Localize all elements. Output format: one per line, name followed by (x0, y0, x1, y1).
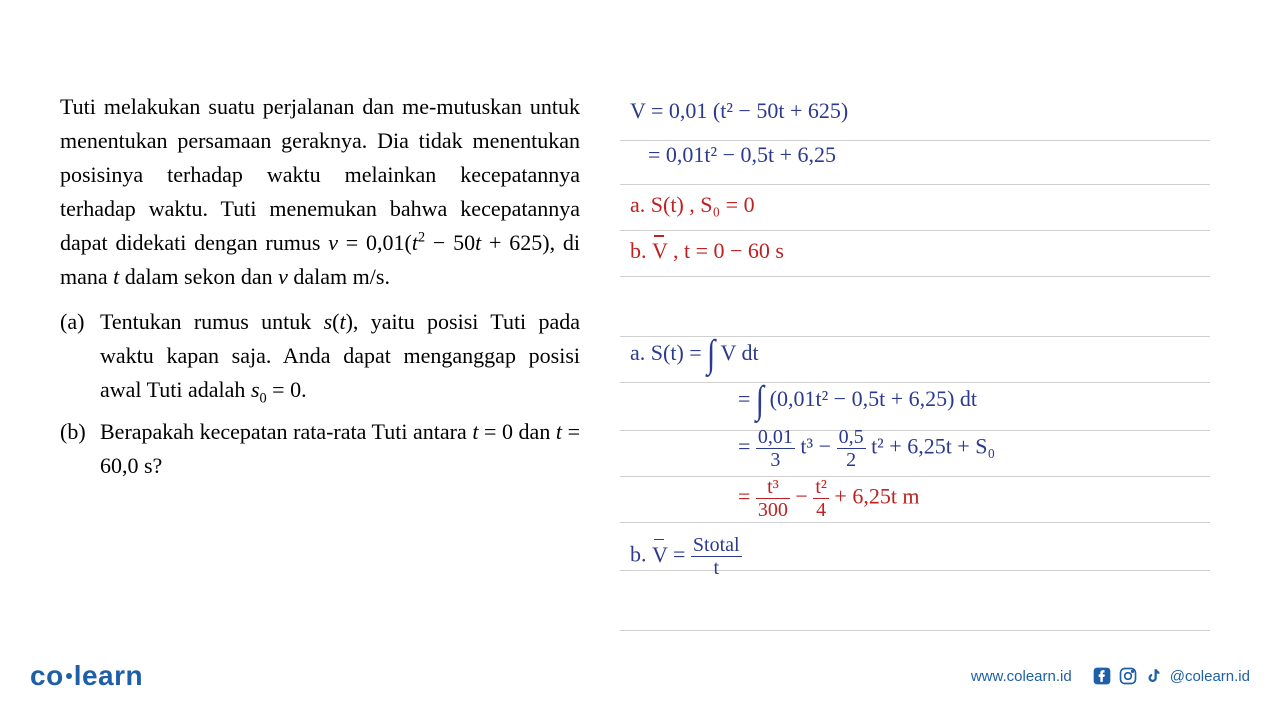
social-icons: @colearn.id (1092, 666, 1250, 686)
hw-given-b: b. V , t = 0 − 60 s (630, 238, 784, 264)
hw-solution-a-line1: a. S(t) = ∫ V dt (630, 338, 759, 372)
hw-solution-b-line1: b. V = Stotalt (630, 534, 742, 579)
brand-logo: colearn (30, 660, 143, 692)
hw-solution-a-line2: = ∫ (0,01t² − 0,5t + 6,25) dt (738, 384, 977, 418)
footer: colearn www.colearn.id @colearn.id (0, 660, 1280, 692)
footer-right: www.colearn.id @colearn.id (971, 666, 1250, 686)
handwritten-column: V = 0,01 (t² − 50t + 625) = 0,01t² − 0,5… (620, 90, 1210, 483)
logo-dot-icon (66, 673, 72, 679)
facebook-icon (1092, 666, 1112, 686)
part-a-label: (a) (60, 305, 100, 410)
problem-column: Tuti melakukan suatu perjalanan dan me-m… (60, 90, 580, 483)
hw-v-expand-2: = 0,01t² − 0,5t + 6,25 (648, 142, 836, 168)
integral-icon: ∫ (756, 379, 764, 423)
part-b-content: Berapakah kecepatan rata-rata Tuti antar… (100, 415, 580, 483)
part-a: (a) Tentukan rumus untuk s(t), yaitu pos… (60, 305, 580, 410)
footer-url: www.colearn.id (971, 668, 1072, 685)
hw-given-a: a. S(t) , S₀ = 0 (630, 192, 755, 218)
part-a-content: Tentukan rumus untuk s(t), yaitu posisi … (100, 305, 580, 410)
integral-icon: ∫ (707, 333, 715, 377)
hw-v-expand-1: V = 0,01 (t² − 50t + 625) (630, 98, 848, 124)
part-b-label: (b) (60, 415, 100, 483)
tiktok-icon (1144, 666, 1164, 686)
instagram-icon (1118, 666, 1138, 686)
problem-intro: Tuti melakukan suatu perjalanan dan me-m… (60, 90, 580, 295)
part-b: (b) Berapakah kecepatan rata-rata Tuti a… (60, 415, 580, 483)
footer-handle: @colearn.id (1170, 668, 1250, 685)
hw-solution-a-line4: = t³300 − t²4 + 6,25t m (738, 476, 920, 521)
hw-solution-a-line3: = 0,013 t³ − 0,52 t² + 6,25t + S₀ (738, 426, 995, 471)
